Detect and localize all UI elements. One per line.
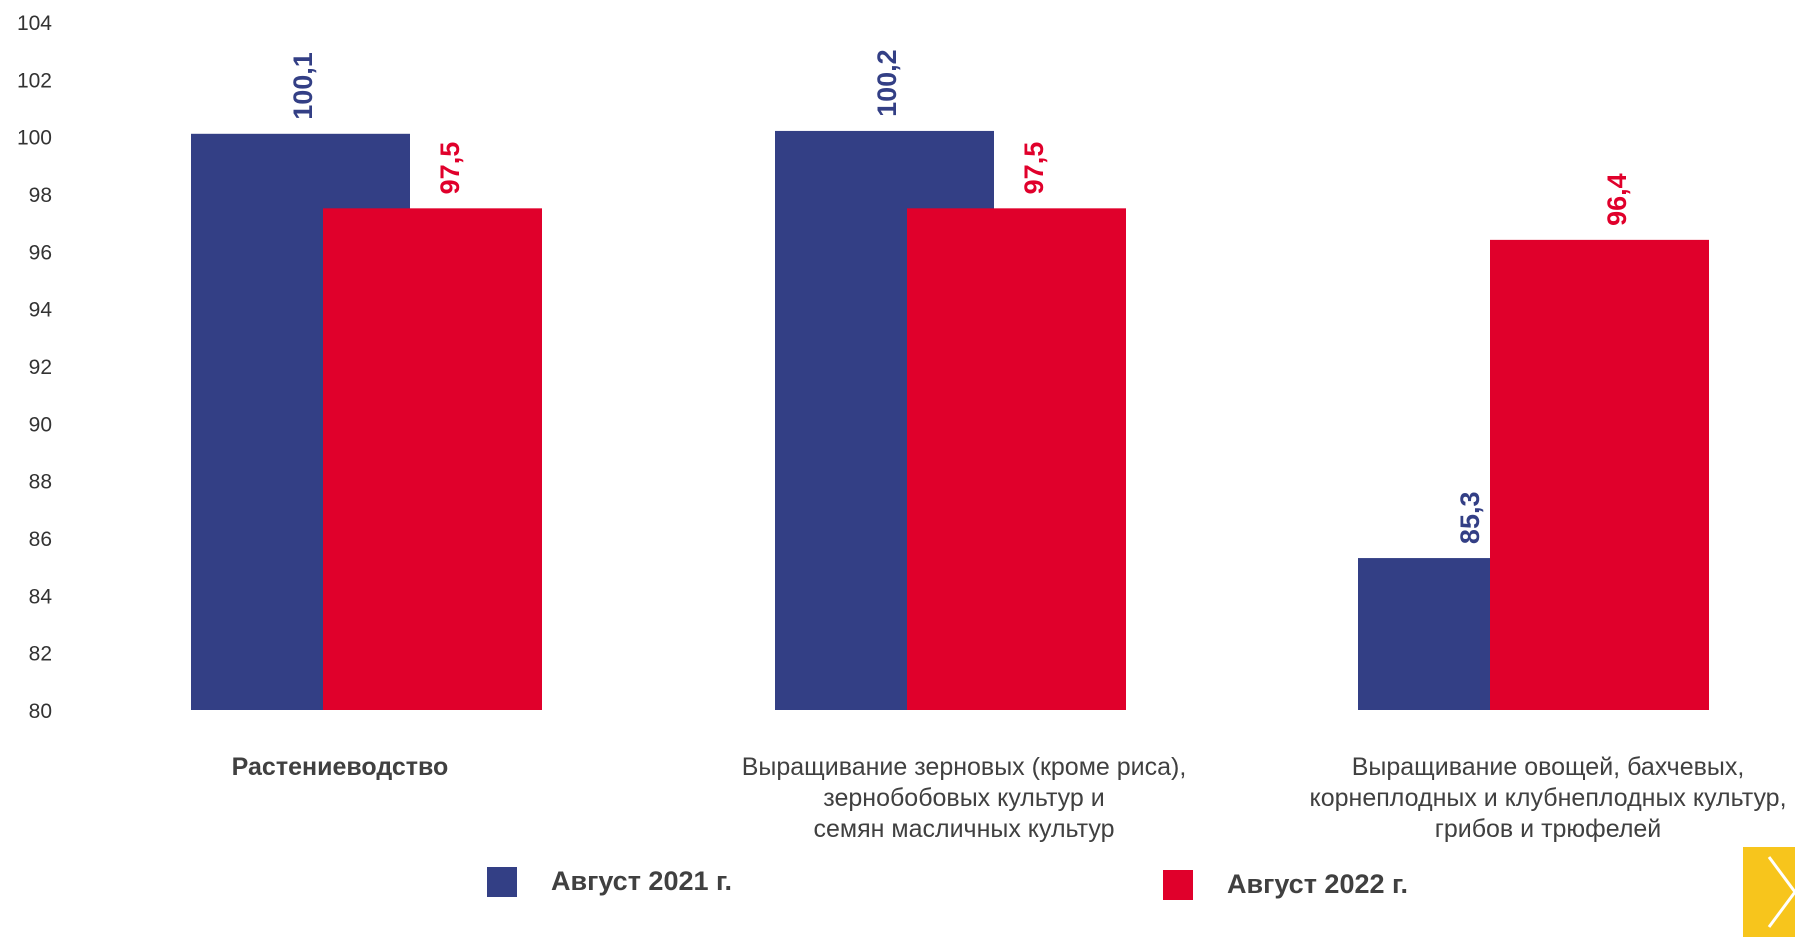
y-tick-label: 96 [29, 241, 52, 264]
legend-label: Август 2022 г. [1227, 869, 1409, 899]
y-tick-label: 98 [29, 184, 52, 207]
y-axis: 80 82 84 86 88 90 92 94 96 98 100 102 104 [17, 12, 52, 723]
bar-series-1-category-2 [1490, 239, 1709, 710]
data-label-series-0-category-2: 85,3 [1455, 492, 1485, 545]
value-labels: 100,1 100,2 85,3 97,5 97,5 96,4 [288, 49, 1632, 544]
bars [191, 130, 1709, 711]
y-tick-label: 90 [29, 413, 52, 436]
y-tick-label: 82 [29, 643, 52, 666]
category-label: Выращивание овощей, бахчевых, корнеплодн… [1309, 753, 1787, 843]
y-tick-label: 88 [29, 471, 52, 494]
category-label: Растениеводство [231, 753, 449, 781]
data-label-series-0-category-0: 100,1 [288, 52, 318, 120]
chevron-right-icon [1767, 856, 1795, 928]
legend-label: Август 2021 г. [551, 866, 733, 896]
data-label-series-1-category-2: 96,4 [1602, 173, 1632, 226]
legend-item: Август 2022 г. [1163, 869, 1408, 900]
y-tick-label: 86 [29, 528, 52, 551]
y-tick-label: 80 [29, 700, 52, 723]
legend-item: Август 2021 г. [487, 866, 732, 897]
y-tick-label: 100 [17, 127, 52, 150]
data-label-series-0-category-1: 100,2 [872, 49, 902, 117]
y-tick-label: 94 [29, 299, 53, 322]
bar-series-1-category-0 [323, 208, 542, 711]
legend-swatch [487, 866, 517, 897]
y-tick-label: 104 [17, 12, 52, 35]
legend-swatch [1163, 869, 1193, 900]
next-slide-button[interactable] [1743, 847, 1795, 937]
category-label: Выращивание зерновых (кроме риса), зерно… [741, 753, 1187, 843]
data-label-series-1-category-0: 97,5 [435, 142, 465, 195]
y-tick-label: 84 [29, 585, 53, 608]
data-label-series-1-category-1: 97,5 [1019, 142, 1049, 195]
y-tick-label: 92 [29, 356, 52, 379]
y-tick-label: 102 [17, 69, 52, 92]
bar-series-1-category-1 [907, 208, 1126, 711]
